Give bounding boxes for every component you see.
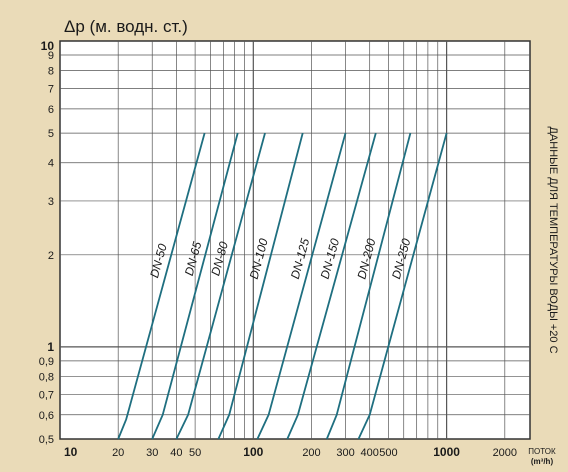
y-tick-label: 0,8 [39, 372, 54, 384]
series-line [325, 132, 412, 440]
y-axis-label: Δp (м. водн. ст.) [64, 17, 188, 36]
temperature-note: ДАННЫЕ ДЛЯ ТЕМПЕРАТУРЫ ВОДЫ +20 С [547, 126, 559, 353]
series-line [357, 132, 448, 440]
y-tick-label: 7 [48, 83, 54, 95]
series-line [217, 132, 304, 440]
series-line [256, 132, 347, 440]
series-line [286, 132, 377, 440]
y-tick-label: 8 [48, 66, 54, 78]
y-tick-label: 10 [41, 39, 55, 53]
x-tick-label: 300 [336, 447, 354, 459]
x-tick-label: 10 [64, 445, 78, 459]
series-line [151, 132, 239, 440]
x-axis-label: ПОТОК [528, 447, 556, 456]
plot-area [59, 40, 531, 440]
x-tick-label: 200 [302, 447, 320, 459]
series-lines [117, 132, 448, 440]
y-tick-label: 1 [47, 340, 54, 354]
x-axis-ticks: 10 20 30 40 50 100 200 300 400 500 1000 2000 [64, 445, 517, 459]
y-tick-label: 0,7 [39, 389, 54, 401]
series-line [175, 132, 266, 440]
y-tick-label: 3 [48, 196, 54, 208]
y-tick-label: 6 [48, 104, 54, 116]
y-tick-label: 0,6 [39, 410, 54, 422]
x-tick-label: 500 [379, 447, 397, 459]
x-tick-label: 50 [189, 447, 201, 459]
x-axis-unit: (m³/h) [531, 457, 554, 466]
y-tick-label: 0,5 [39, 434, 54, 446]
y-tick-label: 2 [48, 250, 54, 262]
y-tick-label: 0,9 [39, 356, 54, 368]
y-tick-label: 5 [48, 128, 54, 140]
grid [60, 41, 530, 439]
x-tick-label: 2000 [493, 447, 517, 459]
x-tick-label: 1000 [433, 445, 460, 459]
y-tick-label: 4 [48, 158, 54, 170]
y-tick-label: 9 [48, 50, 54, 62]
x-tick-label: 30 [146, 447, 158, 459]
y-axis-ticks: 0,5 0,6 0,7 0,8 0,9 1 2 3 4 5 6 7 8 910 [39, 39, 55, 446]
x-tick-label: 40 [170, 447, 182, 459]
x-tick-label: 100 [243, 445, 263, 459]
x-tick-label: 400 [361, 447, 379, 459]
series-line [117, 132, 206, 440]
x-tick-label: 20 [112, 447, 124, 459]
